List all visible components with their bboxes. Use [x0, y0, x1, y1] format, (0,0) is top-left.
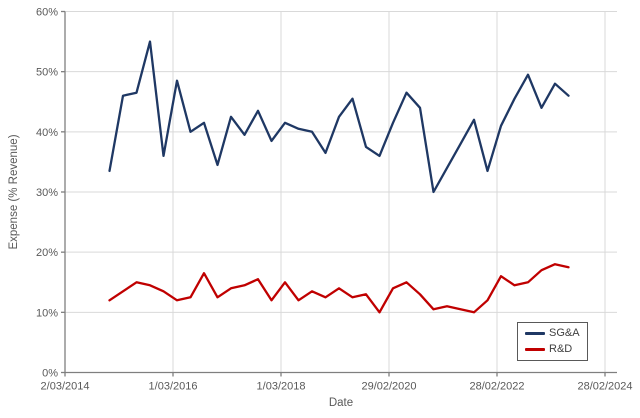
y-tick-label: 60% — [36, 7, 58, 19]
y-tick-label: 0% — [42, 368, 58, 380]
sgna-series-line — [108, 40, 570, 194]
x-axis-title: Date — [328, 397, 354, 409]
sgna-line-swatch — [525, 332, 545, 335]
y-tick-label: 10% — [36, 307, 58, 319]
legend-entry-rnd: R&D — [525, 344, 587, 355]
x-tick-label: 28/02/2022 — [469, 381, 524, 393]
legend-entry-sgna: SG&A — [525, 328, 587, 339]
x-tick-label: 29/02/2020 — [361, 381, 416, 393]
legend-label-rnd: R&D — [549, 343, 573, 355]
x-tick-label: 28/02/2024 — [577, 381, 632, 393]
y-tick-label: 20% — [36, 247, 58, 259]
legend: SG&A R&D — [517, 322, 588, 361]
y-axis-title: Expense (% Revenue) — [8, 134, 20, 250]
rnd-series-line — [108, 263, 570, 314]
x-tick-label: 2/03/2014 — [41, 381, 90, 393]
x-tick-label: 1/03/2016 — [149, 381, 198, 393]
y-tick-label: 30% — [36, 187, 58, 199]
y-tick-label: 50% — [36, 67, 58, 79]
y-tick-label: 40% — [36, 127, 58, 139]
x-tick-label: 1/03/2018 — [257, 381, 306, 393]
rnd-line-swatch — [525, 348, 545, 351]
legend-label-sgna: SG&A — [549, 327, 580, 339]
